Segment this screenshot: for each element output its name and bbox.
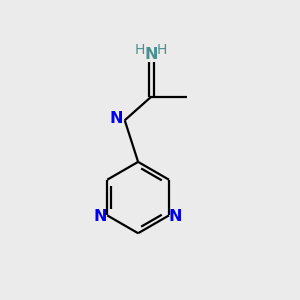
Text: N: N [169, 209, 182, 224]
Text: H: H [134, 43, 145, 57]
Text: N: N [94, 209, 107, 224]
Text: N: N [110, 111, 123, 126]
Text: H: H [157, 43, 167, 57]
Text: N: N [145, 47, 158, 62]
